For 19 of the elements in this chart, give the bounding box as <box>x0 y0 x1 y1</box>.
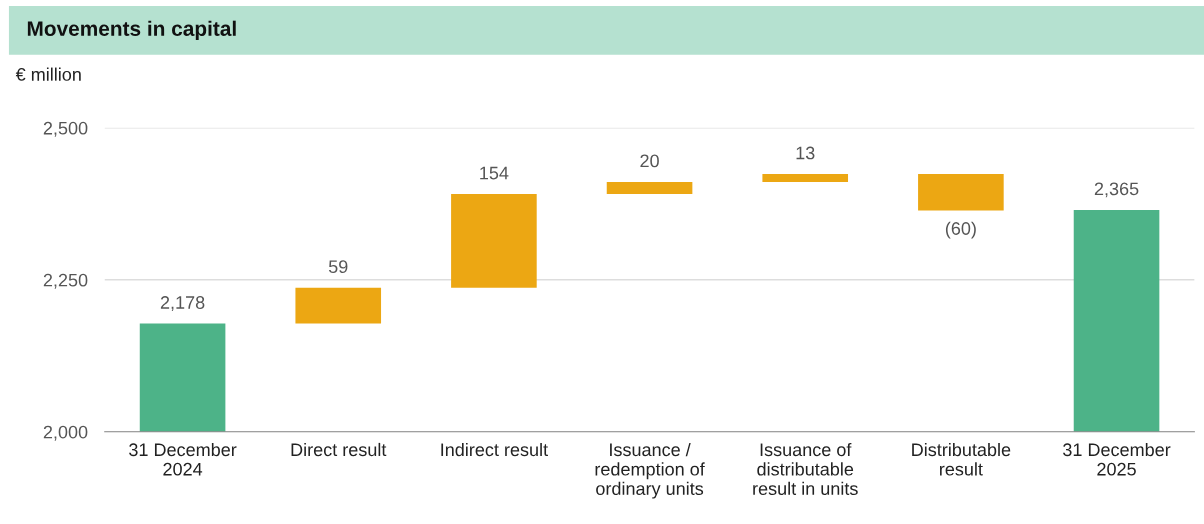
data-label: 13 <box>796 146 815 160</box>
x-tick-label: Distributable result <box>912 442 1011 476</box>
data-label: 59 <box>328 260 348 274</box>
y-axis-title: € million <box>15 67 81 81</box>
y-tick-label: 2,250 <box>43 273 88 289</box>
x-tick-label: Indirect result <box>441 442 548 457</box>
x-tick-label: Direct result <box>291 442 387 457</box>
data-label: 2,365 <box>1094 182 1139 198</box>
x-tick-label: 31 December 2024 <box>129 442 237 476</box>
y-tick-label: 2,000 <box>43 425 88 441</box>
data-label: (60) <box>945 221 976 239</box>
x-tick-label: Issuance of distributable result in units <box>753 442 858 496</box>
y-tick-label: 2,500 <box>43 121 88 137</box>
data-label: 2,178 <box>160 296 205 312</box>
x-tick-label: Issuance / redemption of ordinary units <box>595 442 705 499</box>
x-tick-label: 31 December 2025 <box>1063 442 1171 476</box>
data-label: 20 <box>640 154 659 168</box>
data-label: 154 <box>480 166 509 180</box>
chart-title: Movements in capital <box>27 20 236 41</box>
